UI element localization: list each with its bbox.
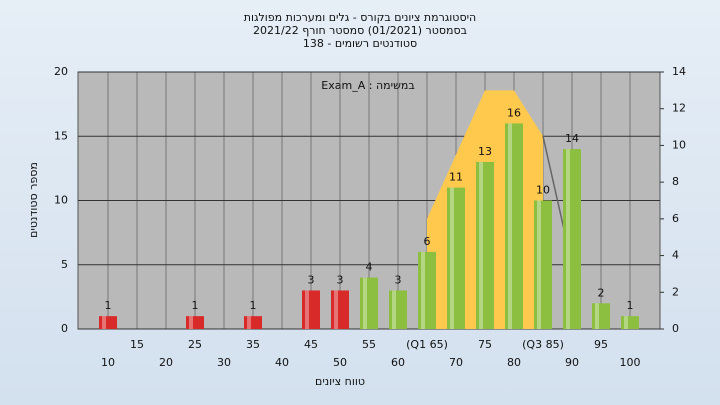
bar-shine xyxy=(363,277,367,329)
value-label: 3 xyxy=(337,273,344,286)
bar xyxy=(331,290,349,329)
x-tick-label: 25 xyxy=(188,338,202,351)
x-tick-label: 15 xyxy=(130,338,144,351)
bar-shine xyxy=(508,123,512,330)
x-tick-label: 95 xyxy=(594,338,608,351)
x-axis-label: טווח ציונים xyxy=(315,375,365,388)
value-label: 1 xyxy=(105,299,112,312)
bar xyxy=(592,303,610,329)
bar xyxy=(505,123,523,330)
bar xyxy=(476,161,494,329)
bar xyxy=(621,316,639,329)
chart-title: היסטוגרמת ציונים בקורס - גלים ומערכות מפ… xyxy=(244,11,476,24)
value-label: 1 xyxy=(250,299,257,312)
bar-shine xyxy=(421,251,425,329)
value-label: 3 xyxy=(395,273,402,286)
bar xyxy=(447,187,465,329)
y-tick-label: 5 xyxy=(61,258,68,271)
y-axis-label: מספר סטודנטים xyxy=(27,162,40,238)
y2-tick-label: 14 xyxy=(672,65,686,78)
x-tick-label: (Q3 85) xyxy=(522,338,564,351)
x-tick-label: 10 xyxy=(101,356,115,369)
value-label: 14 xyxy=(565,132,579,145)
y2-tick-label: 2 xyxy=(672,285,679,298)
value-label: 11 xyxy=(449,171,463,184)
x-tick-label: 50 xyxy=(333,356,347,369)
y2-tick-label: 0 xyxy=(672,322,679,335)
x-tick-label: 80 xyxy=(507,356,521,369)
value-label: 1 xyxy=(192,299,199,312)
y-tick-label: 10 xyxy=(54,194,68,207)
x-tick-label: 30 xyxy=(217,356,231,369)
bar xyxy=(389,290,407,329)
bar-shine xyxy=(305,290,309,329)
chart-subtitle: סטודנטים רשומים - 138 xyxy=(303,37,417,50)
annotation: במשימה : Exam_A xyxy=(321,79,414,92)
bar xyxy=(186,316,204,329)
value-label: 2 xyxy=(598,286,605,299)
bar-shine xyxy=(566,149,570,329)
y2-tick-label: 8 xyxy=(672,175,679,188)
x-tick-label: 100 xyxy=(620,356,641,369)
y2-tick-label: 4 xyxy=(672,249,679,262)
x-tick-label: 55 xyxy=(362,338,376,351)
bar-shine xyxy=(102,316,106,329)
bar xyxy=(563,149,581,329)
x-tick-label: 35 xyxy=(246,338,260,351)
x-tick-label: 20 xyxy=(159,356,173,369)
bar-shine xyxy=(450,187,454,329)
bar xyxy=(418,251,436,329)
y-tick-label: 0 xyxy=(61,322,68,335)
bar-shine xyxy=(392,290,396,329)
bar xyxy=(302,290,320,329)
bar xyxy=(99,316,117,329)
x-tick-label: (Q1 65) xyxy=(406,338,448,351)
bar-shine xyxy=(334,290,338,329)
x-tick-label: 60 xyxy=(391,356,405,369)
value-label: 3 xyxy=(308,273,315,286)
bar-shine xyxy=(537,200,541,329)
value-label: 1 xyxy=(627,299,634,312)
bar-shine xyxy=(189,316,193,329)
bar xyxy=(534,200,552,329)
value-label: 16 xyxy=(507,106,521,119)
value-label: 6 xyxy=(424,235,431,248)
bar xyxy=(244,316,262,329)
bar xyxy=(360,277,378,329)
y-tick-label: 20 xyxy=(54,65,68,78)
chart-subtitle: בסמסטר (01/2021) סמסטר חורף 2021/22 xyxy=(253,24,467,37)
value-label: 13 xyxy=(478,145,492,158)
y2-tick-label: 12 xyxy=(672,102,686,115)
x-tick-label: 90 xyxy=(565,356,579,369)
y-tick-label: 15 xyxy=(54,129,68,142)
x-tick-label: 75 xyxy=(478,338,492,351)
value-label: 4 xyxy=(366,261,373,274)
x-tick-label: 40 xyxy=(275,356,289,369)
bar-shine xyxy=(479,161,483,329)
value-label: 10 xyxy=(536,184,550,197)
x-tick-label: 45 xyxy=(304,338,318,351)
bar-shine xyxy=(595,303,599,329)
x-tick-label: 70 xyxy=(449,356,463,369)
y2-tick-label: 10 xyxy=(672,138,686,151)
y2-tick-label: 6 xyxy=(672,212,679,225)
bar-shine xyxy=(624,316,628,329)
bar-shine xyxy=(247,316,251,329)
